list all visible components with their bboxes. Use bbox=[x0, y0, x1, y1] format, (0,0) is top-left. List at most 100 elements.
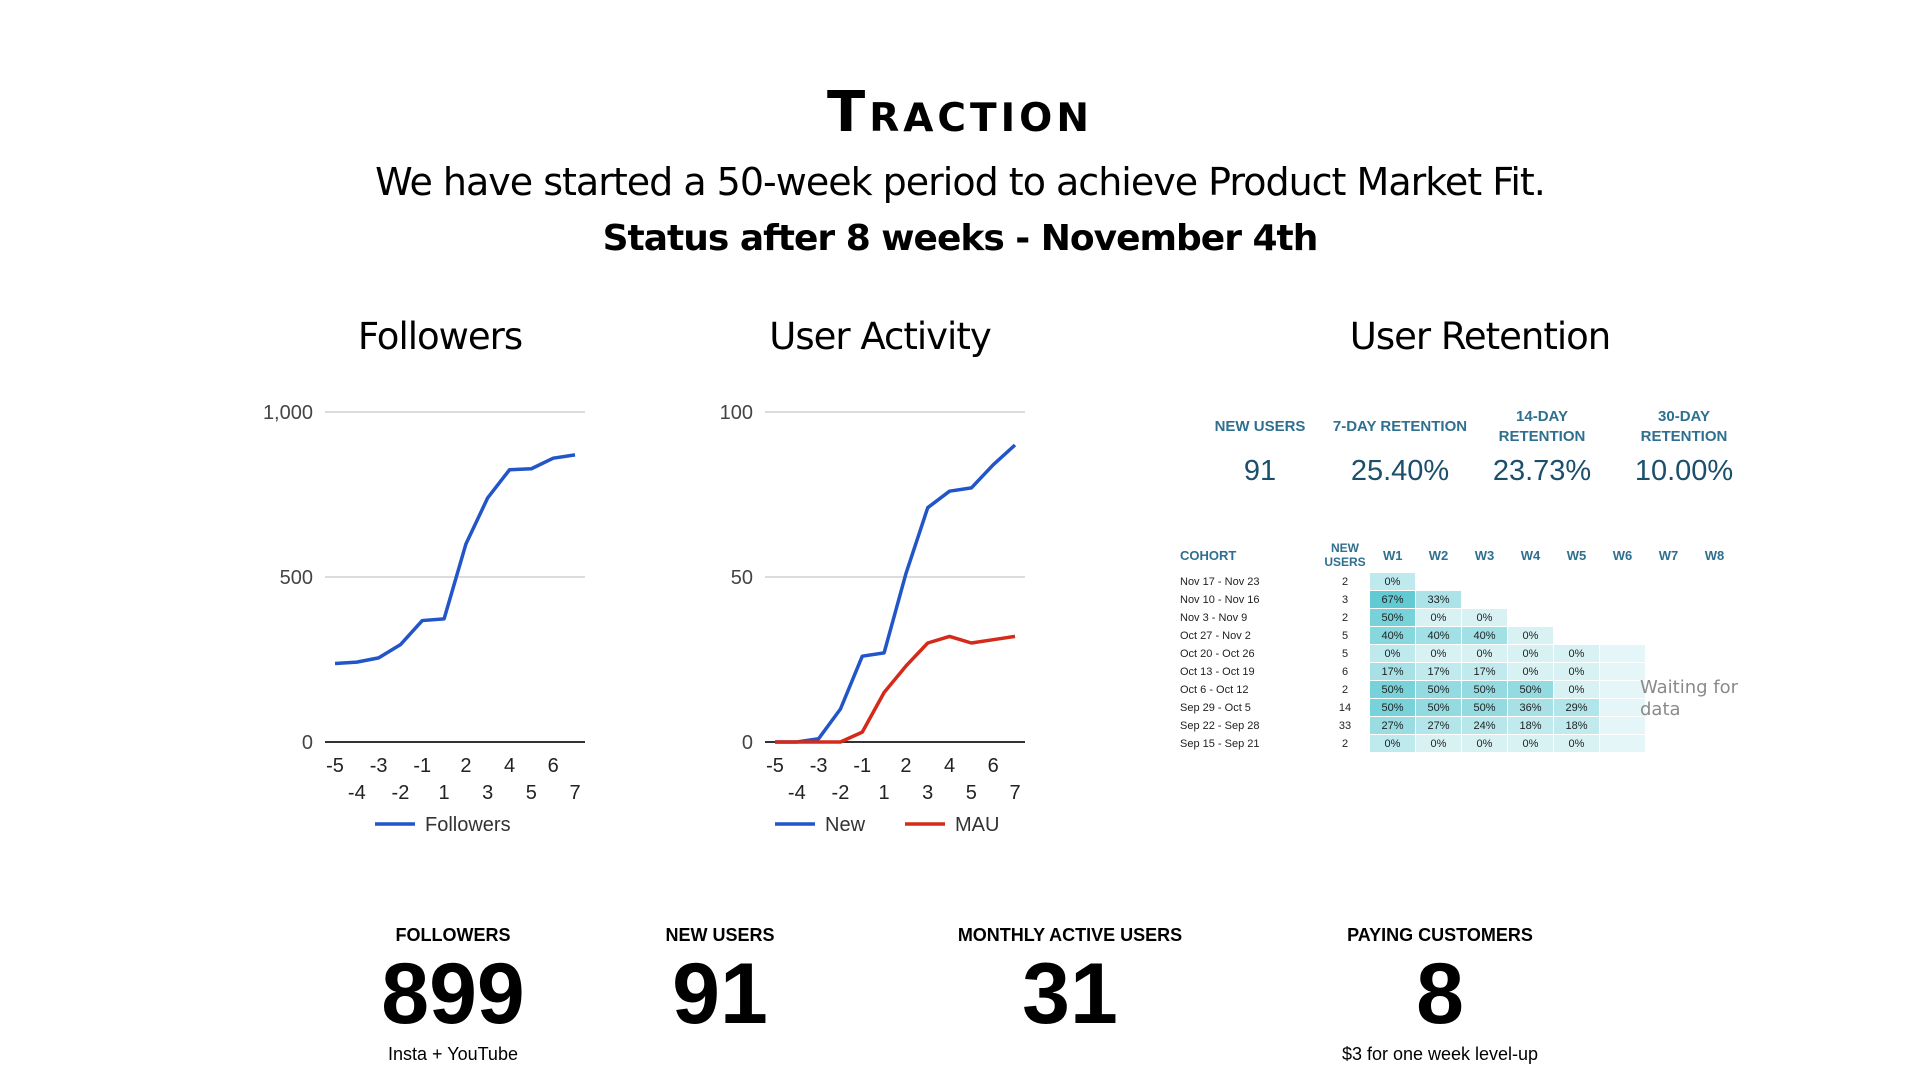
x-tick-label: 3 bbox=[922, 782, 933, 804]
x-tick-label: 3 bbox=[482, 782, 493, 804]
cohort-cell: 40% bbox=[1415, 626, 1462, 645]
cohort-cell bbox=[1691, 734, 1738, 753]
kpi-label: FOLLOWERS bbox=[395, 925, 511, 945]
cohort-new-users: 2 bbox=[1341, 611, 1349, 624]
cohort-cell: 18% bbox=[1507, 716, 1554, 735]
followers-chart-title: Followers bbox=[357, 315, 523, 358]
cohort-label: Sep 22 - Sep 28 bbox=[1180, 719, 1260, 732]
cohort-label: Nov 3 - Nov 9 bbox=[1180, 611, 1248, 624]
cohort-cell: 0% bbox=[1553, 680, 1600, 699]
cohort-label: Nov 17 - Nov 23 bbox=[1180, 575, 1260, 588]
cohort-cell: 50% bbox=[1415, 698, 1462, 717]
cohort-new-users: 6 bbox=[1341, 665, 1349, 678]
cohort-cell: 0% bbox=[1415, 734, 1462, 753]
cohort-cell bbox=[1691, 716, 1738, 735]
cohort-row: Sep 22 - Sep 28 33 27% 27% 24% 18% 18% bbox=[1178, 716, 1738, 735]
page-title: Traction bbox=[827, 80, 1093, 145]
cohort-cell: 50% bbox=[1370, 608, 1416, 627]
cohort-cell bbox=[1691, 644, 1738, 663]
cohort-cell: 67% bbox=[1370, 590, 1416, 609]
cohort-cell bbox=[1415, 573, 1462, 591]
kpi-note: Insta + YouTube bbox=[388, 1044, 518, 1064]
kpi-note: $3 for one week level-up bbox=[1341, 1044, 1539, 1064]
y-tick-label: 1,000 bbox=[263, 402, 313, 424]
cohort-cell: 0% bbox=[1461, 734, 1508, 753]
cohort-cell: 0% bbox=[1507, 644, 1554, 663]
x-tick-label: 5 bbox=[966, 782, 977, 804]
activity-chart-title: User Activity bbox=[769, 315, 991, 358]
cohort-label: Sep 29 - Oct 5 bbox=[1180, 701, 1251, 714]
cohort-cell: 0% bbox=[1370, 644, 1416, 663]
cohort-cell bbox=[1599, 716, 1646, 735]
x-tick-label: 6 bbox=[548, 755, 559, 777]
cohort-cell bbox=[1599, 644, 1646, 663]
cohort-cell: 50% bbox=[1370, 680, 1416, 699]
cohort-header-row: COHORT NEW USERS W1 W2 W3 W4 W5 W6 W7 W8 bbox=[1178, 537, 1738, 573]
cohort-cell bbox=[1553, 590, 1600, 609]
retention-kpi-label: 14-DAY RETENTION bbox=[1498, 408, 1586, 445]
cohort-cell bbox=[1553, 573, 1600, 591]
kpi-value: 31 bbox=[1022, 946, 1118, 1042]
cohort-cell: 0% bbox=[1415, 644, 1462, 663]
series-line-new bbox=[775, 443, 1017, 744]
cohort-row: Sep 15 - Sep 21 2 0% 0% 0% 0% 0% bbox=[1178, 734, 1738, 753]
cohort-cell bbox=[1599, 573, 1646, 591]
retention-kpi-value: 10.00% bbox=[1634, 455, 1734, 487]
cohort-cell bbox=[1553, 626, 1600, 645]
cohort-new-users: 5 bbox=[1341, 629, 1349, 642]
cohort-body: Nov 17 - Nov 23 2 0% Nov 10 - Nov 16 3 67% 33%… bbox=[1178, 573, 1738, 753]
cohort-cell bbox=[1599, 734, 1646, 753]
cohort-cell: 0% bbox=[1553, 662, 1600, 681]
cohort-new-users: 5 bbox=[1341, 647, 1349, 660]
cohort-cell: 0% bbox=[1553, 644, 1600, 663]
x-tick-label: -1 bbox=[413, 755, 431, 777]
cohort-cell bbox=[1599, 590, 1646, 609]
legend-label: New bbox=[825, 814, 866, 836]
cohort-cell bbox=[1461, 573, 1508, 591]
cohort-cell bbox=[1507, 608, 1554, 627]
x-tick-label: -5 bbox=[326, 755, 344, 777]
x-tick-label: -3 bbox=[810, 755, 828, 777]
cohort-cell bbox=[1599, 662, 1646, 681]
cohort-row: Oct 13 - Oct 19 6 17% 17% 17% 0% 0% bbox=[1178, 662, 1738, 681]
cohort-cell bbox=[1691, 626, 1738, 645]
y-tick-label: 100 bbox=[720, 402, 753, 424]
cohort-cell bbox=[1599, 698, 1646, 717]
cohort-cell: 0% bbox=[1461, 608, 1508, 627]
cohort-cell bbox=[1599, 680, 1646, 699]
series-line-mau bbox=[775, 634, 1016, 744]
cohort-cell bbox=[1691, 573, 1738, 591]
cohort-new-users: 3 bbox=[1341, 593, 1349, 606]
retention-kpi-new-users: NEW USERS 91 bbox=[1190, 405, 1330, 488]
cohort-header-cell: W5 bbox=[1566, 547, 1587, 563]
cohort-cell: 17% bbox=[1370, 662, 1416, 681]
x-tick-label: -5 bbox=[766, 755, 784, 777]
cohort-cell bbox=[1691, 590, 1738, 609]
status-line: Status after 8 weeks - November 4th bbox=[602, 218, 1319, 259]
cohort-cell bbox=[1645, 573, 1692, 591]
cohort-cell bbox=[1645, 644, 1692, 663]
x-tick-label: -4 bbox=[788, 782, 806, 804]
cohort-cell bbox=[1645, 626, 1692, 645]
cohort-cell bbox=[1645, 662, 1692, 681]
cohort-cell bbox=[1691, 698, 1738, 717]
x-tick-label: -2 bbox=[832, 782, 850, 804]
cohort-row: Sep 29 - Oct 5 14 50% 50% 50% 36% 29% bbox=[1178, 698, 1738, 717]
cohort-cell: 50% bbox=[1370, 698, 1416, 717]
cohort-cell bbox=[1645, 716, 1692, 735]
cohort-cell bbox=[1645, 590, 1692, 609]
cohort-header-cell: W1 bbox=[1383, 547, 1403, 563]
cohort-cell: 50% bbox=[1415, 680, 1462, 699]
x-tick-label: 7 bbox=[569, 782, 580, 804]
cohort-cell: 29% bbox=[1553, 698, 1600, 717]
cohort-cell bbox=[1553, 608, 1600, 627]
cohort-cell bbox=[1645, 680, 1692, 699]
cohort-cell: 18% bbox=[1553, 716, 1600, 735]
cohort-cell bbox=[1599, 626, 1646, 645]
x-tick-label: -1 bbox=[853, 755, 871, 777]
cohort-retention-table: COHORT NEW USERS W1 W2 W3 W4 W5 W6 W7 W8 Nov 17 -… bbox=[1178, 537, 1738, 753]
cohort-label: Oct 13 - Oct 19 bbox=[1180, 665, 1255, 678]
x-tick-label: 7 bbox=[1009, 782, 1020, 804]
